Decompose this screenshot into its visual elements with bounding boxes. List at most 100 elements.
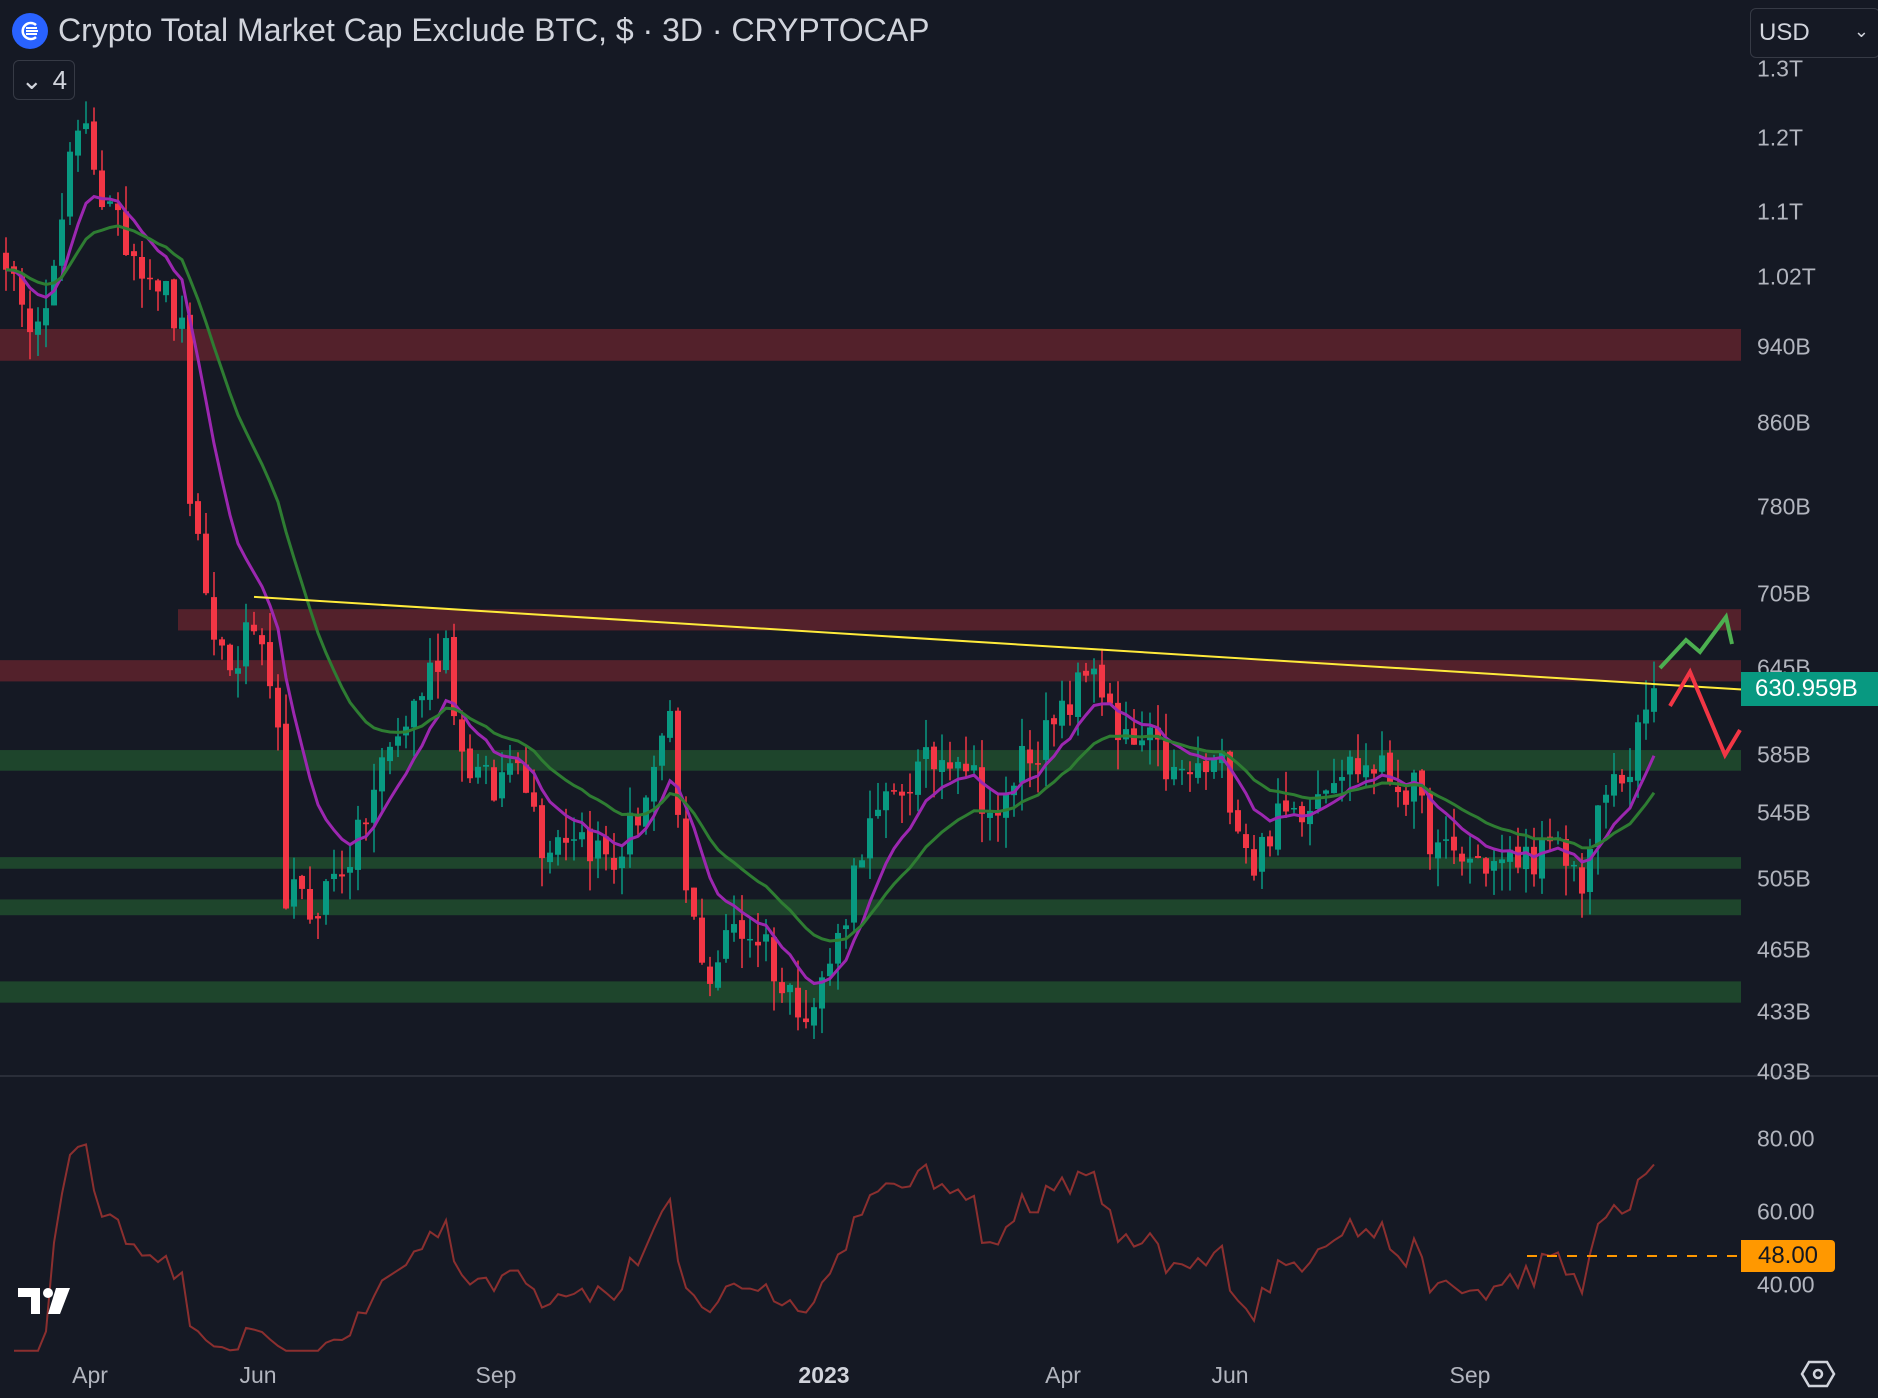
candle — [563, 808, 569, 861]
candle-body — [1259, 836, 1265, 872]
candle-body — [387, 746, 393, 762]
candle-body — [267, 642, 273, 687]
candle — [1435, 829, 1441, 887]
candle-body — [99, 170, 105, 208]
trendline[interactable] — [253, 595, 1743, 691]
candle — [459, 710, 465, 782]
tradingview-logo-icon[interactable] — [18, 1286, 80, 1321]
candle-body — [691, 887, 697, 917]
time-tick: Apr — [72, 1362, 108, 1388]
candle — [147, 259, 153, 290]
candle — [1091, 658, 1097, 703]
candle-body — [987, 812, 993, 818]
time-tick: Apr — [1045, 1362, 1081, 1388]
candle — [299, 874, 305, 900]
candle-body — [1475, 856, 1481, 859]
candle — [923, 719, 929, 788]
candle-body — [19, 276, 25, 305]
candle — [483, 755, 489, 785]
resistance-zone[interactable] — [0, 660, 1741, 682]
bullish-arrow[interactable] — [1658, 612, 1734, 670]
candle — [1299, 801, 1305, 837]
candle — [1635, 714, 1641, 798]
candle — [251, 611, 257, 635]
candle-body — [1051, 718, 1057, 725]
candle-body — [1083, 670, 1089, 676]
candle — [707, 956, 713, 997]
candle — [683, 796, 689, 903]
candle — [187, 302, 193, 517]
candle-body — [907, 791, 913, 794]
candle — [427, 638, 433, 711]
candle-body — [1251, 849, 1257, 876]
candle — [851, 858, 857, 932]
time-tick: 2023 — [798, 1362, 850, 1388]
candle-body — [659, 735, 665, 766]
candle-body — [667, 710, 673, 738]
candle — [1595, 805, 1601, 875]
candle-body — [1419, 770, 1425, 796]
candle — [387, 742, 393, 775]
support-zone[interactable] — [0, 899, 1741, 916]
candle-body — [155, 280, 161, 292]
symbol-title: Crypto Total Market Cap Exclude BTC, $ ·… — [58, 12, 930, 48]
candle — [211, 572, 217, 656]
price-tick: 545B — [1757, 799, 1811, 826]
support-zone[interactable] — [0, 750, 1741, 771]
candle-body — [1307, 810, 1313, 825]
candle-body — [1315, 794, 1321, 810]
candle-body — [1515, 846, 1521, 868]
rsi-tick: 80.00 — [1757, 1125, 1815, 1152]
candle — [1235, 799, 1241, 834]
candle-body — [1539, 838, 1545, 879]
resistance-zone[interactable] — [178, 609, 1741, 631]
candle-body — [939, 760, 945, 772]
candle-body — [947, 762, 953, 769]
candle — [1227, 750, 1233, 825]
bearish-arrow[interactable] — [1668, 667, 1742, 760]
candle — [603, 825, 609, 871]
candle — [1347, 750, 1353, 802]
candle — [1571, 861, 1577, 882]
candle — [811, 997, 817, 1039]
candle-body — [499, 772, 505, 799]
candle-body — [195, 501, 201, 534]
price-tick: 1.2T — [1757, 124, 1804, 151]
candle — [867, 790, 873, 879]
candle-body — [75, 130, 81, 156]
candle-body — [219, 639, 225, 646]
resistance-zone[interactable] — [0, 328, 1741, 361]
candle — [139, 241, 145, 308]
candle — [1115, 681, 1121, 770]
candle-body — [139, 256, 145, 279]
candle-body — [971, 765, 977, 771]
time-tick: Jun — [239, 1362, 277, 1388]
support-zone[interactable] — [0, 981, 1741, 1003]
candle-body — [571, 839, 577, 841]
candle — [1083, 662, 1089, 683]
candle-body — [91, 121, 97, 170]
candle-body — [931, 746, 937, 770]
candle — [331, 849, 337, 892]
indicators-toggle-button[interactable]: ⌄ 4 — [13, 60, 75, 100]
candle-body — [1467, 858, 1473, 863]
candle — [723, 913, 729, 963]
candle-body — [555, 837, 561, 855]
candle-body — [1187, 772, 1193, 775]
candle — [987, 789, 993, 841]
candle — [1539, 821, 1545, 894]
rsi-line — [14, 1143, 1655, 1352]
currency-select[interactable]: USD ⌄ — [1750, 8, 1878, 58]
rsi-tick: 60.00 — [1757, 1198, 1815, 1225]
candle-body — [1075, 672, 1081, 717]
candle — [915, 749, 921, 812]
candle — [11, 260, 17, 291]
candle-body — [1067, 704, 1073, 715]
candle — [315, 912, 321, 939]
settings-icon[interactable] — [1800, 1360, 1836, 1393]
candle-body — [1195, 763, 1201, 778]
candle — [219, 636, 225, 660]
chart-title[interactable]: Crypto Total Market Cap Exclude BTC, $ ·… — [12, 12, 929, 49]
candle-body — [755, 941, 761, 946]
